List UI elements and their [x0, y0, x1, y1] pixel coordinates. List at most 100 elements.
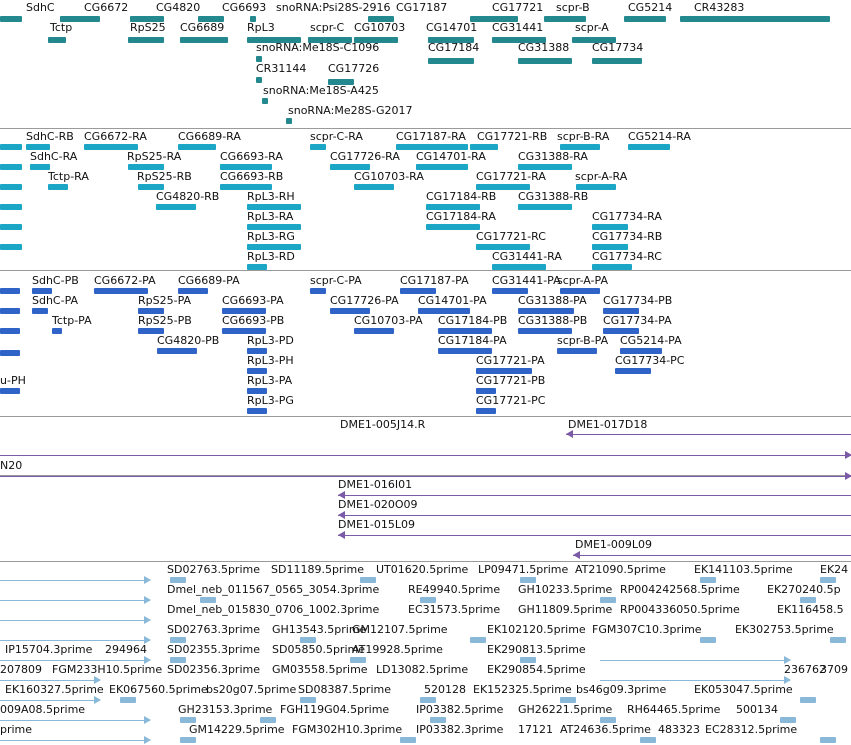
ests-feature-bar[interactable] [400, 737, 416, 743]
transcripts-feature-bar[interactable] [138, 184, 164, 190]
transcripts-feature-bar[interactable] [247, 224, 301, 230]
transcripts-feature-bar[interactable] [330, 164, 370, 170]
ests-feature-line[interactable] [0, 680, 100, 681]
transcripts-feature-bar[interactable] [518, 164, 572, 170]
clones_b-feature-line[interactable] [0, 476, 851, 477]
transcripts-feature-bar[interactable] [354, 184, 394, 190]
proteins-feature-bar[interactable] [400, 288, 436, 294]
ests-feature-bar[interactable] [360, 577, 376, 583]
ests-feature-bar[interactable] [180, 717, 196, 723]
ests-feature-bar[interactable] [170, 577, 186, 583]
proteins-feature-bar[interactable] [178, 288, 208, 294]
clones_a-feature-line[interactable] [566, 434, 851, 435]
clones_a-feature-line[interactable] [0, 455, 851, 456]
ests-feature-line[interactable] [0, 720, 150, 721]
genes-feature-bar[interactable] [198, 16, 224, 22]
ests-feature-bar[interactable] [180, 737, 196, 743]
ests-feature-bar[interactable] [700, 637, 716, 643]
ests-feature-line[interactable] [0, 600, 150, 601]
genes-feature-bar[interactable] [368, 16, 394, 22]
ests-feature-bar[interactable] [780, 717, 796, 723]
proteins-feature-bar[interactable] [603, 308, 639, 314]
transcripts-feature-bar[interactable] [476, 244, 530, 250]
ests-feature-bar[interactable] [820, 737, 836, 743]
genes-feature-bar[interactable] [624, 16, 666, 22]
proteins-feature-bar[interactable] [354, 328, 394, 334]
transcripts-feature-bar[interactable] [426, 224, 480, 230]
transcripts-feature-bar[interactable] [470, 144, 498, 150]
ests-feature-bar[interactable] [300, 637, 316, 643]
proteins-feature-bar[interactable] [222, 328, 266, 334]
ests-feature-bar[interactable] [350, 657, 366, 663]
proteins-feature-bar[interactable] [603, 328, 639, 334]
proteins-feature-bar[interactable] [157, 348, 197, 354]
genes-feature-bar[interactable] [572, 37, 616, 43]
proteins-feature-bar[interactable] [247, 368, 267, 374]
transcripts-feature-bar[interactable] [0, 164, 22, 170]
transcripts-feature-bar[interactable] [220, 164, 272, 170]
ests-feature-bar[interactable] [520, 657, 536, 663]
ests-feature-bar[interactable] [700, 577, 716, 583]
ests-feature-bar[interactable] [560, 697, 576, 703]
transcripts-feature-bar[interactable] [128, 164, 164, 170]
ests-feature-bar[interactable] [600, 717, 616, 723]
proteins-feature-bar[interactable] [620, 348, 662, 354]
ests-feature-bar[interactable] [170, 637, 186, 643]
genes-feature-bar[interactable] [180, 37, 228, 43]
genes-feature-bar[interactable] [428, 58, 474, 64]
proteins-feature-bar[interactable] [557, 348, 597, 354]
transcripts-feature-bar[interactable] [416, 164, 468, 170]
ests-feature-bar[interactable] [820, 577, 836, 583]
transcripts-feature-bar[interactable] [560, 144, 600, 150]
ests-feature-line[interactable] [0, 740, 150, 741]
transcripts-feature-bar[interactable] [0, 204, 22, 210]
clones_b-feature-line[interactable] [573, 555, 851, 556]
proteins-feature-bar[interactable] [476, 368, 532, 374]
proteins-feature-bar[interactable] [0, 308, 20, 314]
proteins-feature-bar[interactable] [438, 348, 492, 354]
proteins-feature-bar[interactable] [247, 388, 267, 394]
transcripts-feature-bar[interactable] [178, 144, 216, 150]
ests-feature-bar[interactable] [300, 697, 316, 703]
transcripts-feature-bar[interactable] [220, 184, 272, 190]
proteins-feature-bar[interactable] [476, 388, 496, 394]
genes-feature-bar[interactable] [470, 16, 518, 22]
ests-feature-line[interactable] [0, 660, 150, 661]
transcripts-feature-bar[interactable] [48, 184, 68, 190]
transcripts-feature-bar[interactable] [426, 204, 480, 210]
proteins-feature-bar[interactable] [418, 308, 470, 314]
genes-feature-bar[interactable] [492, 37, 546, 43]
ests-feature-bar[interactable] [430, 717, 446, 723]
proteins-feature-bar[interactable] [492, 288, 528, 294]
proteins-feature-bar[interactable] [247, 408, 267, 414]
genes-feature-bar[interactable] [247, 37, 301, 43]
proteins-feature-bar[interactable] [32, 308, 48, 314]
ests-feature-bar[interactable] [170, 657, 186, 663]
ests-feature-line[interactable] [0, 620, 150, 621]
genes-feature-bar[interactable] [328, 79, 354, 85]
proteins-feature-bar[interactable] [138, 308, 164, 314]
clones_b-feature-line[interactable] [338, 495, 851, 496]
transcripts-feature-bar[interactable] [492, 264, 546, 270]
genes-feature-bar[interactable] [518, 58, 572, 64]
transcripts-feature-bar[interactable] [247, 264, 267, 270]
proteins-feature-bar[interactable] [438, 328, 492, 334]
ests-feature-bar[interactable] [420, 597, 436, 603]
transcripts-feature-bar[interactable] [0, 224, 22, 230]
proteins-feature-bar[interactable] [222, 308, 266, 314]
genes-feature-bar[interactable] [128, 37, 164, 43]
transcripts-feature-bar[interactable] [84, 144, 138, 150]
ests-feature-bar[interactable] [800, 597, 816, 603]
ests-feature-line[interactable] [0, 580, 150, 581]
clones_b-feature-line[interactable] [338, 535, 851, 536]
transcripts-feature-bar[interactable] [628, 144, 670, 150]
proteins-feature-bar[interactable] [247, 348, 267, 354]
ests-feature-bar[interactable] [200, 597, 216, 603]
ests-feature-bar[interactable] [260, 717, 276, 723]
proteins-feature-bar[interactable] [518, 308, 574, 314]
transcripts-feature-bar[interactable] [310, 144, 326, 150]
genes-feature-bar[interactable] [428, 37, 474, 43]
genes-feature-bar[interactable] [256, 56, 262, 62]
ests-feature-bar[interactable] [640, 737, 656, 743]
proteins-feature-bar[interactable] [476, 408, 496, 414]
